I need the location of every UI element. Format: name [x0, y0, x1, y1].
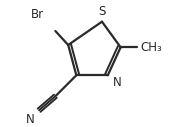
Text: CH₃: CH₃	[140, 41, 162, 54]
Text: N: N	[26, 113, 34, 126]
Text: N: N	[112, 76, 121, 89]
Text: Br: Br	[31, 7, 44, 20]
Text: S: S	[98, 5, 106, 18]
